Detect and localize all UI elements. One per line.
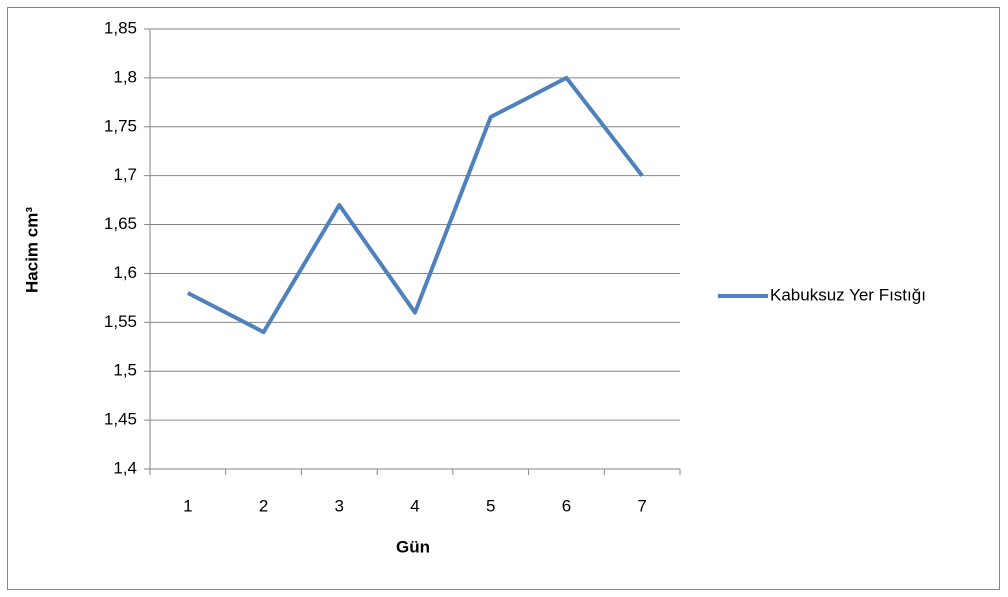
x-tick-label: 4	[410, 496, 419, 515]
y-tick-label: 1,45	[104, 410, 137, 429]
x-tick-label: 6	[562, 496, 571, 515]
y-tick-label: 1,6	[113, 263, 137, 282]
y-tick-label: 1,7	[113, 165, 137, 184]
y-tick-label: 1,55	[104, 312, 137, 331]
x-tick-label: 7	[637, 496, 646, 515]
y-tick-label: 1,75	[104, 116, 137, 135]
chart-border	[7, 7, 1000, 590]
x-tick-label: 1	[183, 496, 192, 515]
y-tick-label: 1,85	[104, 18, 137, 37]
x-tick-label: 3	[335, 496, 344, 515]
data-line	[186, 75, 644, 335]
y-tick-label: 1,8	[113, 67, 137, 86]
x-tick-label: 5	[486, 496, 495, 515]
y-tick-label: 1,4	[113, 458, 137, 477]
y-axis-title: Hacim cm³	[22, 207, 41, 293]
legend-label: Kabuksuz Yer Fıstığı	[770, 285, 926, 304]
x-tick-label: 2	[259, 496, 268, 515]
y-tick-label: 1,5	[113, 361, 137, 380]
y-tick-label: 1,65	[104, 214, 137, 233]
x-axis-title: Gün	[396, 537, 430, 556]
